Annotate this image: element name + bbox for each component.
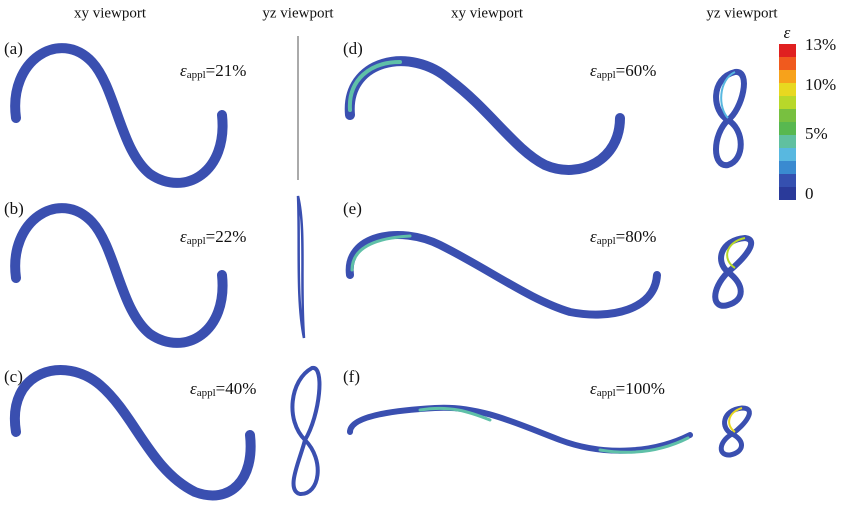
header: yz viewport <box>706 5 778 21</box>
colorbar-band <box>779 109 796 122</box>
colorbar-band <box>779 70 796 83</box>
ribbon-edge <box>290 366 322 497</box>
panel-label: (e) <box>343 199 362 218</box>
strain-labels: εappl=21% εappl=22% εappl=40% εappl=60% … <box>180 61 665 399</box>
colorbar-label: 10% <box>805 75 836 94</box>
colorbar-band <box>779 96 796 109</box>
ribbon <box>347 404 693 454</box>
colorbar-band <box>779 83 796 96</box>
ribbon <box>345 231 661 319</box>
ribbon-edge <box>720 71 736 119</box>
panel-label: (a) <box>4 39 23 58</box>
ribbon <box>10 203 228 348</box>
colorbar: ε 13% 10% 5% 0 <box>779 23 836 203</box>
ribbon-edge <box>712 234 755 309</box>
colorbar-label: 0 <box>805 184 814 203</box>
ribbon-edge <box>726 237 746 269</box>
colorbar-band <box>779 161 796 174</box>
colorbar-title: ε <box>784 23 791 42</box>
colorbar-band <box>779 57 796 70</box>
header: yz viewport <box>262 5 334 21</box>
ribbon-edge <box>296 195 306 339</box>
ribbon-strain <box>418 406 690 454</box>
ribbon-edge <box>718 405 752 458</box>
header: xy viewport <box>451 5 524 21</box>
colorbar-label: 13% <box>805 35 836 54</box>
strain-label: εappl=21% <box>180 61 246 81</box>
strain-label: εappl=80% <box>590 227 656 247</box>
colorbar-band <box>779 135 796 148</box>
strain-label: εappl=40% <box>190 379 256 399</box>
panel-label: (d) <box>343 39 363 58</box>
strain-label: εappl=60% <box>590 61 656 81</box>
ribbon <box>9 365 256 501</box>
ribbon-strain <box>350 234 412 272</box>
colorbar-band <box>779 122 796 135</box>
panel-label: (c) <box>4 367 23 386</box>
ribbon-edge <box>728 407 743 433</box>
ribbon-strain <box>347 60 402 112</box>
header: xy viewport <box>74 5 147 21</box>
ribbon <box>10 43 228 188</box>
colorbar-band <box>779 174 796 187</box>
strain-label: εappl=100% <box>590 379 665 399</box>
strain-label: εappl=22% <box>180 227 246 247</box>
ribbon-edge <box>713 69 747 169</box>
colorbar-band <box>779 44 796 57</box>
panel-label: (b) <box>4 199 24 218</box>
ribbon <box>344 56 625 175</box>
panel-label: (f) <box>343 367 360 386</box>
colorbar-band <box>779 148 796 161</box>
colorbar-label: 5% <box>805 124 828 143</box>
colorbar-band <box>779 187 796 200</box>
